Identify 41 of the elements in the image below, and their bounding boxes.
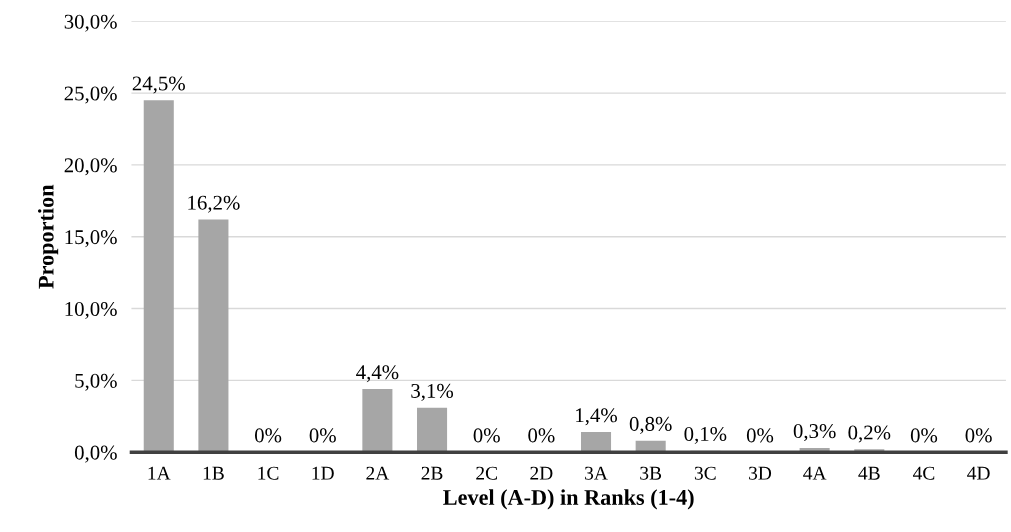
x-tick-label: 1D [312, 466, 334, 480]
data-label: 0% [309, 428, 336, 443]
data-label: 0,1% [684, 426, 727, 444]
data-label: 0% [910, 428, 938, 443]
y-tick-label: 30,0% [64, 14, 117, 32]
y-tick-label: 25,0% [64, 86, 117, 104]
data-label: 0% [254, 428, 282, 443]
x-tick-label: 1B [203, 466, 224, 480]
data-label: 1,4% [576, 408, 617, 426]
x-tick-label: 1C [258, 466, 279, 480]
data-label: 0% [528, 428, 555, 443]
x-tick-label: 2C [476, 466, 497, 480]
x-tick-label: 4C [912, 466, 935, 480]
data-label: 16,2% [188, 195, 240, 213]
x-tick-label: 2A [366, 466, 390, 480]
y-tick-label: 20,0% [64, 158, 117, 176]
data-label: 24,5% [132, 76, 185, 94]
y-tick-label: 0,0% [74, 445, 117, 463]
x-tick-label: 2B [421, 466, 443, 480]
data-label: 0,8% [629, 416, 672, 434]
x-tick-label: 1A [148, 466, 171, 480]
data-label: 0% [473, 428, 500, 443]
x-tick-label: 3C [694, 466, 716, 480]
data-label: 0% [746, 428, 774, 443]
data-label: 4,4% [356, 365, 399, 383]
data-label: 0% [965, 428, 992, 443]
data-label: 3,1% [411, 383, 454, 401]
data-label: 0,3% [793, 424, 836, 442]
x-tick-label: 2D [530, 466, 553, 480]
data-label: 0,2% [848, 425, 891, 443]
x-axis-title: Level (A-D) in Ranks (1-4) [443, 489, 694, 510]
x-tick-label: 4D [967, 466, 990, 480]
x-tick-label: 3A [585, 466, 608, 480]
x-tick-label: 3B [640, 466, 662, 480]
x-tick-label: 4A [803, 466, 827, 480]
y-tick-label: 10,0% [65, 301, 117, 319]
y-tick-label: 15,0% [65, 230, 117, 248]
y-tick-label: 5,0% [75, 373, 117, 391]
x-tick-label: 3D [749, 466, 772, 480]
x-tick-label: 4B [858, 466, 880, 480]
y-axis-title: Proportion [38, 184, 59, 289]
